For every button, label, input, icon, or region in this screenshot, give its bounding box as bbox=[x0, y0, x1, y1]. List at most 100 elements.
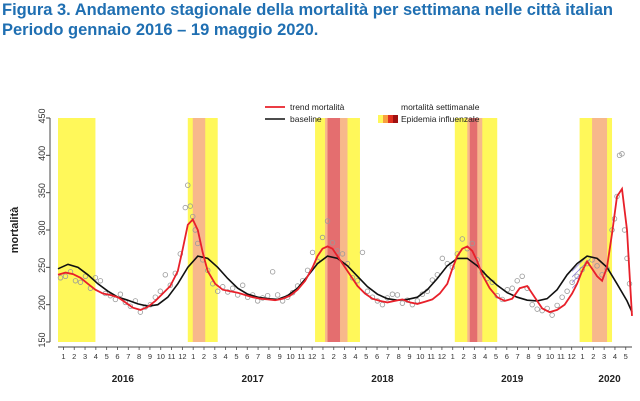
x-tick-label-2020-3: 3 bbox=[602, 352, 606, 361]
x-tick-label-2016-11: 11 bbox=[168, 352, 176, 361]
weekly-point bbox=[274, 292, 281, 298]
weekly-point bbox=[309, 249, 316, 256]
x-tick-label-2019-10: 10 bbox=[546, 352, 554, 361]
flu-band-mid-1 bbox=[192, 118, 206, 342]
x-tick-label-2019-4: 4 bbox=[483, 352, 487, 361]
weekly-point bbox=[269, 269, 276, 275]
x-tick-label-2016-4: 4 bbox=[94, 352, 98, 361]
weekly-point bbox=[329, 239, 336, 246]
legend-baseline-label: baseline bbox=[290, 114, 322, 124]
x-tick-label-2020-5: 5 bbox=[624, 352, 628, 361]
weekly-point bbox=[334, 248, 341, 254]
weekly-point bbox=[319, 234, 326, 241]
x-tick-label-2019-8: 8 bbox=[526, 352, 530, 361]
x-tick-label-2017-10: 10 bbox=[286, 352, 294, 361]
x-tick-label-2016-2: 2 bbox=[72, 352, 76, 361]
legend-flu-swatch-2 bbox=[383, 115, 388, 123]
x-tick-label-2019-9: 9 bbox=[537, 352, 541, 361]
x-tick-label-2018-6: 6 bbox=[375, 352, 379, 361]
y-tick-label-300: 300 bbox=[37, 220, 47, 235]
legend-flu-swatch-3 bbox=[388, 115, 393, 123]
x-tick-label-2016-5: 5 bbox=[105, 352, 109, 361]
weekly-point bbox=[564, 288, 570, 294]
weekly-point bbox=[554, 302, 560, 309]
weekly-point bbox=[509, 285, 515, 291]
weekly-point bbox=[469, 240, 475, 247]
series-lines bbox=[57, 186, 633, 316]
y-tick-label-200: 200 bbox=[37, 295, 47, 310]
x-tick-label-2018-5: 5 bbox=[364, 352, 368, 361]
weekly-point bbox=[514, 278, 520, 284]
x-tick-label-2016-1: 1 bbox=[61, 352, 65, 361]
x-tick-label-2017-12: 12 bbox=[308, 352, 316, 361]
weekly-point bbox=[167, 282, 174, 288]
x-tick-label-2016-9: 9 bbox=[148, 352, 152, 361]
weekly-point bbox=[549, 312, 555, 318]
weekly-point bbox=[162, 272, 169, 278]
weekly-point bbox=[62, 273, 69, 279]
weekly-point bbox=[359, 249, 366, 256]
weekly-point bbox=[239, 282, 246, 288]
x-tick-label-2016-8: 8 bbox=[137, 352, 141, 361]
x-tick-label-2017-2: 2 bbox=[202, 352, 206, 361]
flu-band-peak-2 bbox=[327, 118, 341, 342]
legend-trend-label: trend mortalità bbox=[290, 102, 345, 112]
x-tick-label-2017-6: 6 bbox=[245, 352, 249, 361]
x-tick-label-2020-2: 2 bbox=[591, 352, 595, 361]
weekly-point bbox=[97, 278, 104, 284]
weekly-point bbox=[77, 279, 84, 285]
figure-title-line-1: Figura 3. Andamento stagionale della mor… bbox=[2, 1, 613, 19]
x-tick-label-2019-1: 1 bbox=[451, 352, 455, 361]
trend-line bbox=[57, 186, 633, 316]
x-tick-label-2018-2: 2 bbox=[332, 352, 336, 361]
x-tick-label-2018-11: 11 bbox=[427, 352, 435, 361]
x-tick-label-2017-4: 4 bbox=[224, 352, 228, 361]
weekly-point bbox=[594, 263, 600, 269]
weekly-point bbox=[339, 251, 346, 257]
weekly-point bbox=[364, 288, 371, 294]
weekly-point bbox=[187, 203, 193, 209]
x-tick-label-2019-12: 12 bbox=[568, 352, 576, 361]
x-tick-label-2016-7: 7 bbox=[126, 352, 130, 361]
x-tick-label-2017-11: 11 bbox=[297, 352, 305, 361]
x-tick-label-2016-12: 12 bbox=[178, 352, 186, 361]
x-tick-label-2018-1: 1 bbox=[321, 352, 325, 361]
legend-points-label: mortalità settimanale bbox=[401, 102, 480, 112]
figure-title-line-2: Periodo gennaio 2016 – 19 maggio 2020. bbox=[2, 21, 319, 39]
weekly-point bbox=[394, 292, 401, 298]
x-tick-label-2018-4: 4 bbox=[353, 352, 357, 361]
weekly-point bbox=[57, 275, 64, 281]
legend-epidemic-label: Epidemia influenzale bbox=[401, 114, 480, 124]
weekly-point bbox=[264, 293, 271, 299]
x-tick-label-2017-7: 7 bbox=[256, 352, 260, 361]
x-tick-label-2017-8: 8 bbox=[267, 352, 271, 361]
weekly-point bbox=[534, 306, 540, 312]
weekly-point bbox=[399, 300, 406, 306]
weekly-point bbox=[304, 267, 311, 274]
legend: trend mortalità baseline mortalità settima… bbox=[265, 102, 480, 124]
weekly-point bbox=[152, 294, 159, 300]
x-tick-label-2019-5: 5 bbox=[494, 352, 498, 361]
x-tick-label-2018-3: 3 bbox=[342, 352, 346, 361]
x-tick-label-2019-7: 7 bbox=[516, 352, 520, 361]
weekly-point bbox=[619, 151, 625, 157]
x-tick-label-2017-1: 1 bbox=[191, 352, 195, 361]
baseline-line bbox=[57, 255, 633, 313]
weekly-point bbox=[117, 291, 124, 297]
x-tick-label-2019-3: 3 bbox=[472, 352, 476, 361]
x-tick-label-2018-8: 8 bbox=[397, 352, 401, 361]
weekly-point bbox=[182, 204, 188, 211]
flu-epidemic-bands bbox=[58, 118, 613, 342]
x-tick-label-2020-1: 1 bbox=[580, 352, 584, 361]
x-tick-label-2016-3: 3 bbox=[83, 352, 87, 361]
x-tick-label-2017-3: 3 bbox=[213, 352, 217, 361]
year-label-2018: 2018 bbox=[371, 374, 394, 385]
weekly-point bbox=[559, 294, 565, 300]
weekly-point bbox=[459, 236, 465, 242]
figure-title: Figura 3. Andamento stagionale della mor… bbox=[2, 0, 640, 40]
x-tick-label-2017-9: 9 bbox=[278, 352, 282, 361]
year-label-2016: 2016 bbox=[112, 374, 135, 385]
x-tick-label-2018-10: 10 bbox=[416, 352, 424, 361]
